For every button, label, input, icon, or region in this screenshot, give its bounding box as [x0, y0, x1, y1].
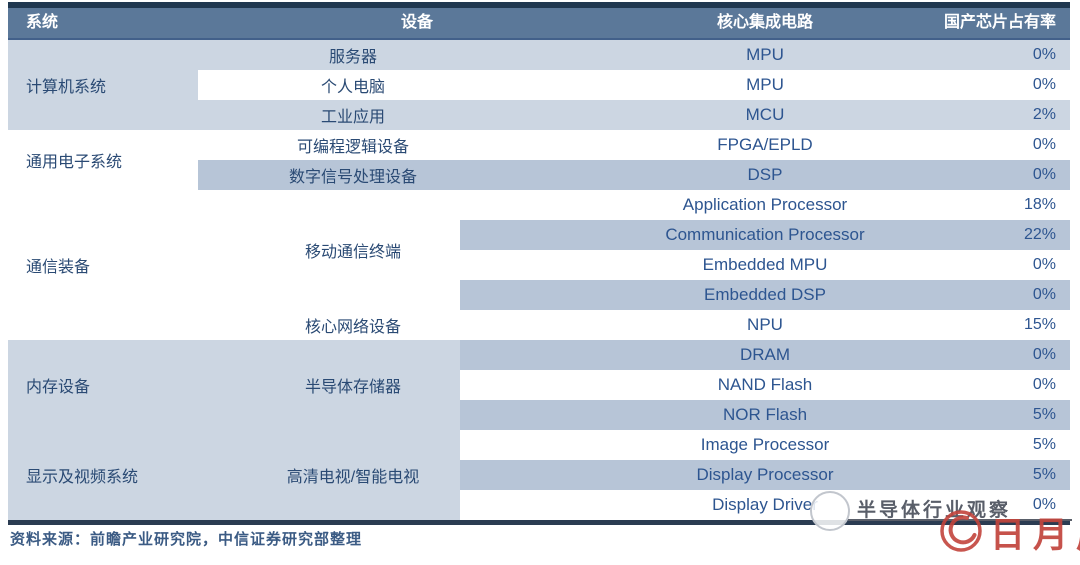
red-stamp-text: 日月辰 — [990, 515, 1080, 556]
share-value: 22% — [1023, 226, 1056, 243]
share-value: 15% — [1023, 316, 1056, 333]
device-cell-mobile-term: 移动通信终端 — [198, 190, 460, 310]
table-row: DRAM 0% — [460, 340, 1070, 370]
table-row: FPGA/EPLD 0% — [460, 130, 1070, 160]
table-row: Display Driver 0% — [460, 490, 1070, 520]
device-cell-hdtv: 高清电视/智能电视 — [198, 430, 460, 520]
table-row: DSP 0% — [460, 160, 1070, 190]
market-share-table: 系统 设备 核心集成电路 国产芯片占有率 计算机系统 通用电子系统 通信装备 内… — [8, 2, 1070, 525]
system-cell-display-video: 显示及视频系统 — [8, 430, 198, 520]
table-row: Communication Processor 22% — [460, 220, 1070, 250]
device-cell-core-network: 核心网络设备 — [198, 310, 460, 340]
chip-label: NAND Flash — [717, 375, 813, 394]
share-value: 5% — [1032, 406, 1056, 423]
table-row: MPU 0% — [460, 40, 1070, 70]
share-value: 0% — [1032, 46, 1056, 63]
device-cell-dsp-equip: 数字信号处理设备 — [198, 160, 460, 190]
chip-label: NOR Flash — [722, 405, 808, 424]
table-row: MCU 2% — [460, 100, 1070, 130]
share-value: 18% — [1023, 196, 1056, 213]
source-note: 资料来源：前瞻产业研究院，中信证券研究部整理 — [10, 531, 363, 548]
table-top-border — [8, 2, 1070, 8]
chip-label: MPU — [746, 75, 784, 94]
table-row: NOR Flash 5% — [460, 400, 1070, 430]
table-row: MPU 0% — [460, 70, 1070, 100]
chip-label: DSP — [747, 165, 783, 184]
table-row: Application Processor 18% — [460, 190, 1070, 220]
chip-label: Display Processor — [696, 465, 834, 484]
system-cell-computer: 计算机系统 — [8, 40, 198, 130]
share-value: 0% — [1032, 286, 1056, 303]
system-cell-general-elec: 通用电子系统 — [8, 130, 198, 190]
device-cell-prog-logic: 可编程逻辑设备 — [198, 130, 460, 160]
share-value: 5% — [1032, 436, 1056, 453]
chip-label: MPU — [746, 45, 784, 64]
header-domestic-share: 国产芯片占有率 — [943, 14, 1056, 31]
header-system: 系统 — [26, 14, 59, 31]
watermark-underline — [848, 519, 1072, 521]
share-value: 0% — [1032, 76, 1056, 93]
device-cell-server: 服务器 — [198, 40, 460, 70]
device-cell-semi-memory: 半导体存储器 — [198, 340, 460, 430]
header-device: 设备 — [401, 14, 434, 31]
share-value: 0% — [1032, 346, 1056, 363]
system-cell-memory: 内存设备 — [8, 340, 198, 430]
table-header-row: 系统 设备 核心集成电路 国产芯片占有率 — [8, 8, 1070, 40]
chip-label: DRAM — [739, 345, 791, 364]
chip-label: Application Processor — [682, 195, 848, 214]
table-row: NAND Flash 0% — [460, 370, 1070, 400]
share-value: 0% — [1032, 256, 1056, 273]
share-value: 0% — [1032, 496, 1056, 513]
table-row: Image Processor 5% — [460, 430, 1070, 460]
device-cell-pc: 个人电脑 — [198, 70, 460, 100]
red-stamp-icon — [936, 505, 988, 562]
chip-label: FPGA/EPLD — [717, 135, 813, 154]
table-body: 计算机系统 通用电子系统 通信装备 内存设备 显示及视频系统 服务器 个人电脑 … — [8, 40, 1070, 525]
watermark-logo-icon — [810, 491, 850, 531]
header-core-ic: 核心集成电路 — [716, 14, 813, 31]
chip-label: Embedded DSP — [704, 285, 826, 304]
share-value: 0% — [1032, 166, 1056, 183]
chip-label: NPU — [747, 315, 783, 334]
share-value: 0% — [1032, 376, 1056, 393]
table-row: Embedded MPU 0% — [460, 250, 1070, 280]
device-cell-industrial: 工业应用 — [198, 100, 460, 130]
table-row: Embedded DSP 0% — [460, 280, 1070, 310]
chip-label: Embedded MPU — [702, 255, 828, 274]
chip-label: Communication Processor — [665, 225, 865, 244]
share-value: 0% — [1032, 136, 1056, 153]
system-cell-communication: 通信装备 — [8, 190, 198, 340]
share-value: 5% — [1032, 466, 1056, 483]
chip-label: Image Processor — [700, 435, 830, 454]
chip-label: Display Driver — [712, 495, 818, 514]
table-row: Display Processor 5% — [460, 460, 1070, 490]
chip-label: MCU — [745, 105, 785, 124]
table-row: NPU 15% — [460, 310, 1070, 340]
share-value: 2% — [1032, 106, 1056, 123]
